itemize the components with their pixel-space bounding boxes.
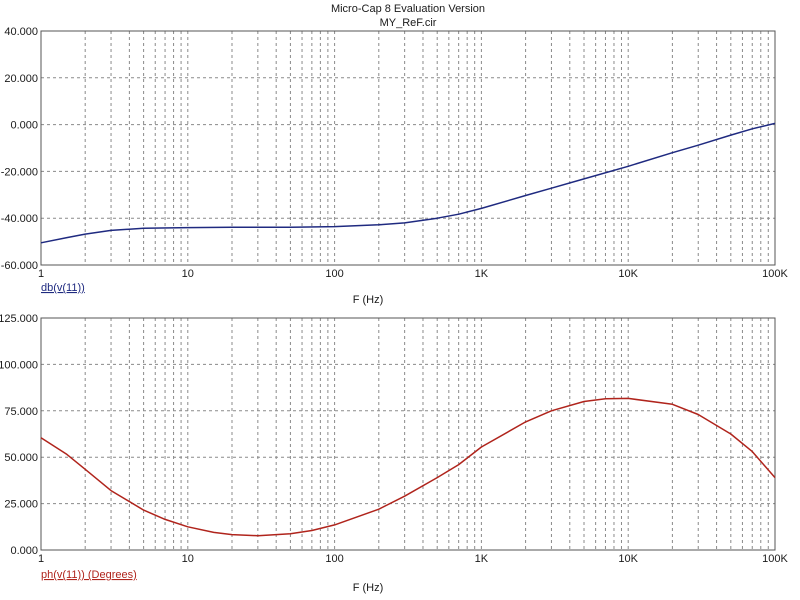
y-tick-label: 50.000	[4, 452, 38, 464]
x-tick-label: 10	[182, 268, 194, 280]
series-legend-label: ph(v(11)) (Degrees)	[41, 569, 137, 581]
y-tick-label: 40.000	[4, 26, 38, 38]
x-axis-label: F (Hz)	[353, 582, 384, 594]
x-tick-label: 1K	[475, 553, 489, 565]
window-title: Micro-Cap 8 Evaluation Version	[331, 3, 485, 15]
series-line	[40, 122, 776, 244]
file-name: MY_ReF.cir	[380, 17, 437, 29]
x-tick-label: 10K	[618, 268, 638, 280]
x-tick-label: 1K	[475, 268, 489, 280]
y-tick-label: 20.000	[4, 73, 38, 85]
y-tick-label: 125.000	[0, 313, 38, 325]
series-legend-label: db(v(11))	[41, 282, 85, 294]
x-tick-label: 10K	[618, 553, 638, 565]
plot-frame	[40, 30, 776, 266]
series-line	[40, 397, 776, 537]
y-tick-label: -20.000	[1, 166, 38, 178]
x-tick-label: 100	[325, 268, 343, 280]
y-tick-label: 25.000	[4, 499, 38, 511]
y-tick-label: -60.000	[1, 260, 38, 272]
x-tick-label: 100K	[762, 268, 788, 280]
plot-frame	[40, 317, 776, 551]
x-tick-label: 1	[38, 553, 44, 565]
x-axis-label: F (Hz)	[353, 294, 384, 306]
y-tick-label: 0.000	[10, 545, 38, 557]
y-tick-label: 0.000	[10, 120, 38, 132]
x-tick-label: 100K	[762, 553, 788, 565]
x-tick-label: 100	[325, 553, 343, 565]
y-tick-label: 75.000	[4, 406, 38, 418]
y-tick-label: 100.000	[0, 359, 38, 371]
x-tick-label: 10	[182, 553, 194, 565]
x-tick-label: 1	[38, 268, 44, 280]
y-tick-label: -40.000	[1, 213, 38, 225]
